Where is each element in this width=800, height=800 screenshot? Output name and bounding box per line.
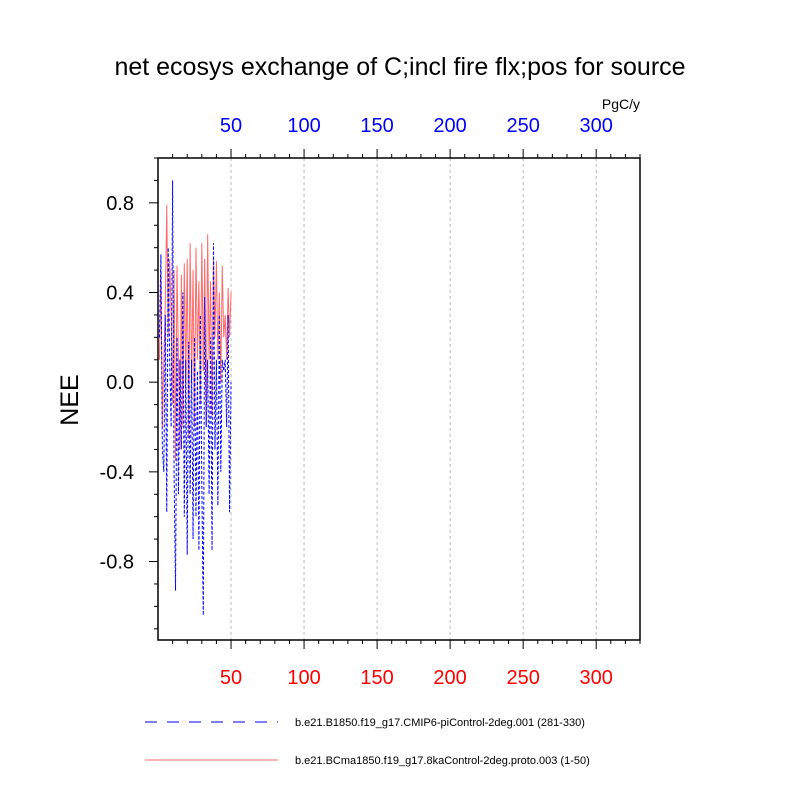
- x-bottom-tick-label: 50: [220, 667, 242, 689]
- y-tick-label: 0.0: [106, 372, 134, 394]
- chart-title: net ecosys exchange of C;incl fire flx;p…: [114, 53, 685, 81]
- plot-frame: [157, 157, 641, 641]
- y-tick-label: 0.8: [106, 193, 134, 215]
- units-label: PgC/y: [602, 96, 640, 112]
- x-bottom-tick-label: 300: [579, 667, 612, 689]
- axis-ticks: [149, 149, 641, 649]
- x-top-tick-label: 250: [506, 115, 539, 137]
- series-lines: [158, 180, 232, 616]
- y-tick-label: -0.8: [100, 552, 134, 574]
- x-top-tick-label: 200: [433, 115, 466, 137]
- x-bottom-tick-label: 100: [287, 667, 320, 689]
- x-bottom-tick-label: 250: [506, 667, 539, 689]
- x-top-tick-label: 300: [579, 115, 612, 137]
- legend: b.e21.B1850.f19_g17.CMIP6-piControl-2deg…: [145, 717, 590, 767]
- x-top-tick-label: 50: [220, 115, 242, 137]
- legend-label: b.e21.B1850.f19_g17.CMIP6-piControl-2deg…: [295, 717, 585, 729]
- series-line-piControl: [158, 180, 232, 616]
- x-top-tick-label: 150: [360, 115, 393, 137]
- legend-label: b.e21.BCma1850.f19_g17.8kaControl-2deg.p…: [295, 755, 590, 767]
- y-tick-label: 0.4: [106, 283, 134, 305]
- grid-lines: [230, 158, 597, 640]
- y-axis-label: NEE: [56, 374, 84, 425]
- x-bottom-tick-label: 200: [433, 667, 466, 689]
- tick-labels: 50 50 100 100 150 150 200 200 250 250 300 300 0.8 0.4…: [100, 115, 613, 689]
- x-bottom-tick-label: 150: [360, 667, 393, 689]
- x-top-tick-label: 100: [287, 115, 320, 137]
- y-tick-label: -0.4: [100, 462, 134, 484]
